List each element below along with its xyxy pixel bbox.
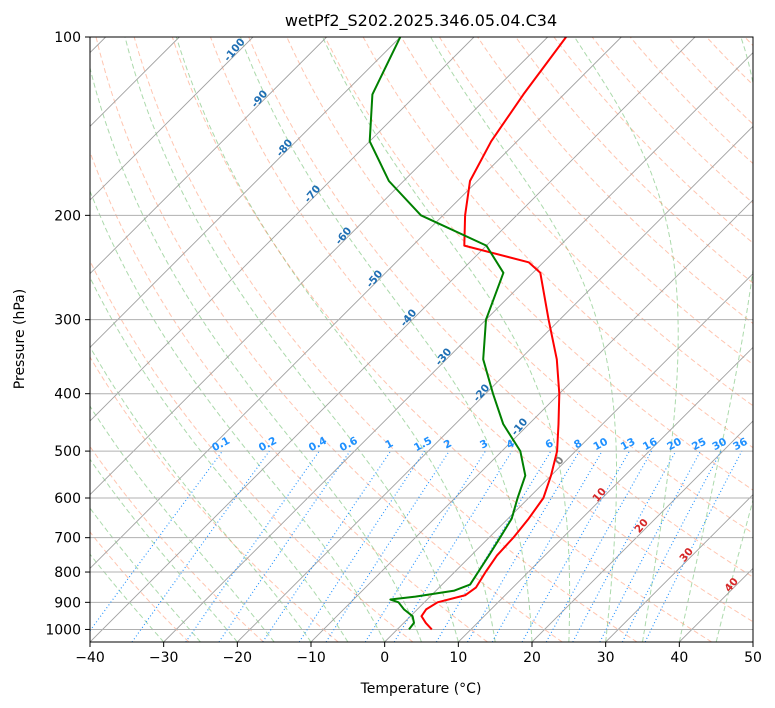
mixing-ratio-line [364, 450, 486, 642]
plot-area: 0.1 0.2 0.4 0.6 1 1.5 2 3 4 6 8 10 13 16 20 25 30 36 -100… [90, 37, 753, 642]
dry-adiabat-line [210, 37, 753, 623]
dry-adiabat-line [477, 37, 753, 325]
mixing-ratio-lines [90, 450, 743, 642]
x-tick-label: 0 [380, 650, 389, 666]
dry-adiabat-line [90, 531, 190, 642]
y-tick-label: 500 [54, 444, 81, 460]
mixing-ratio-line [185, 450, 320, 642]
x-tick-label: −20 [223, 650, 253, 666]
plot-frame [89, 36, 754, 643]
moist-adiabat-line [90, 458, 238, 642]
moist-adiabat-line [90, 276, 349, 642]
dewpoint-profile-line [368, 37, 527, 631]
x-tick-label: −30 [149, 650, 179, 666]
y-tick-label: 800 [54, 565, 81, 581]
moist-adiabat-line [90, 65, 422, 642]
isotherm-line [531, 420, 753, 642]
mixing-ratio-line [393, 450, 513, 642]
y-axis-label: Pressure (hPa) [12, 289, 28, 389]
y-tick-label: 700 [54, 531, 81, 547]
sounding-series [368, 37, 567, 631]
mixing-ratio-line [325, 450, 450, 642]
moist-adiabat-line [90, 189, 386, 642]
y-tick-label: 400 [54, 387, 81, 403]
dry-adiabat-line [95, 37, 563, 642]
mixing-ratio-line [262, 450, 392, 642]
isotherm-line [458, 346, 753, 642]
x-tick-label: 50 [744, 650, 762, 666]
mixing-ratio-line [545, 450, 653, 642]
isotherm-line [90, 37, 254, 201]
isotherm-line [310, 199, 753, 642]
moist-adiabat-line [90, 405, 275, 642]
moist-adiabat-line [678, 37, 753, 642]
isotherm-line [90, 37, 327, 275]
moist-adiabat-line [574, 37, 679, 642]
isotherm-line [90, 37, 696, 642]
isotherm-line [90, 37, 475, 422]
y-tick-label: 300 [54, 313, 81, 329]
y-tick-label: 1000 [45, 622, 81, 638]
mixing-ratio-line [298, 450, 425, 642]
temperature-profile-line [420, 37, 567, 631]
dry-adiabat-line [324, 37, 753, 491]
x-tick-label: 40 [670, 650, 688, 666]
dry-adiabat-line [90, 150, 488, 642]
isotherm-line [237, 125, 753, 642]
y-tick-label: 600 [54, 491, 81, 507]
dry-adiabat-line [286, 37, 753, 534]
isotherm-line [384, 273, 753, 642]
moist-adiabat-line [175, 37, 496, 642]
x-tick-label: 20 [523, 650, 541, 666]
mixing-ratio-line [435, 450, 552, 642]
mixing-ratio-line [644, 450, 743, 642]
y-tick-label: 900 [54, 595, 81, 611]
isotherm-line [90, 37, 401, 348]
dry-adiabat-line [90, 259, 414, 642]
isobar-gridlines [90, 37, 753, 630]
mixing-ratio-line [599, 450, 701, 642]
moist-adiabat-line [430, 37, 617, 642]
isotherm-line [90, 37, 548, 496]
mixing-ratio-line [621, 450, 722, 642]
y-axis-ticks: 1000 900 800 700 600 500 400 300 200 100 [45, 30, 90, 638]
x-tick-label: 30 [597, 650, 615, 666]
moist-adiabat-line [715, 498, 753, 642]
dry-adiabat-line [438, 37, 753, 366]
isotherm-line [605, 494, 753, 642]
mixing-ratio-line [131, 450, 270, 642]
x-tick-label: 10 [449, 650, 467, 666]
isotherm-line [163, 52, 753, 642]
mixing-ratio-line [218, 450, 351, 642]
dry-adiabat-line [171, 37, 712, 642]
dry-adiabat-line [90, 356, 339, 642]
dry-adiabat-line [248, 37, 753, 578]
y-tick-label: 100 [54, 30, 81, 46]
x-axis-ticks: −40 −30 −20 −10 0 10 20 30 40 50 [75, 642, 762, 666]
moist-adiabat-line [322, 37, 571, 642]
x-tick-label: −40 [75, 650, 105, 666]
isotherm-line [90, 37, 622, 569]
chart-title: wetPf2_S202.2025.346.05.04.C34 [285, 11, 557, 31]
dry-adiabat-line [553, 37, 753, 244]
dry-adiabat-line [400, 37, 753, 407]
x-axis-label: Temperature (°C) [360, 681, 482, 697]
x-tick-label: −10 [296, 650, 326, 666]
isotherm-gridlines [90, 37, 753, 642]
mixing-ratio-line [572, 450, 677, 642]
y-tick-label: 200 [54, 208, 81, 224]
moist-adiabat-line [239, 37, 533, 642]
dry-adiabat-line [591, 37, 753, 204]
